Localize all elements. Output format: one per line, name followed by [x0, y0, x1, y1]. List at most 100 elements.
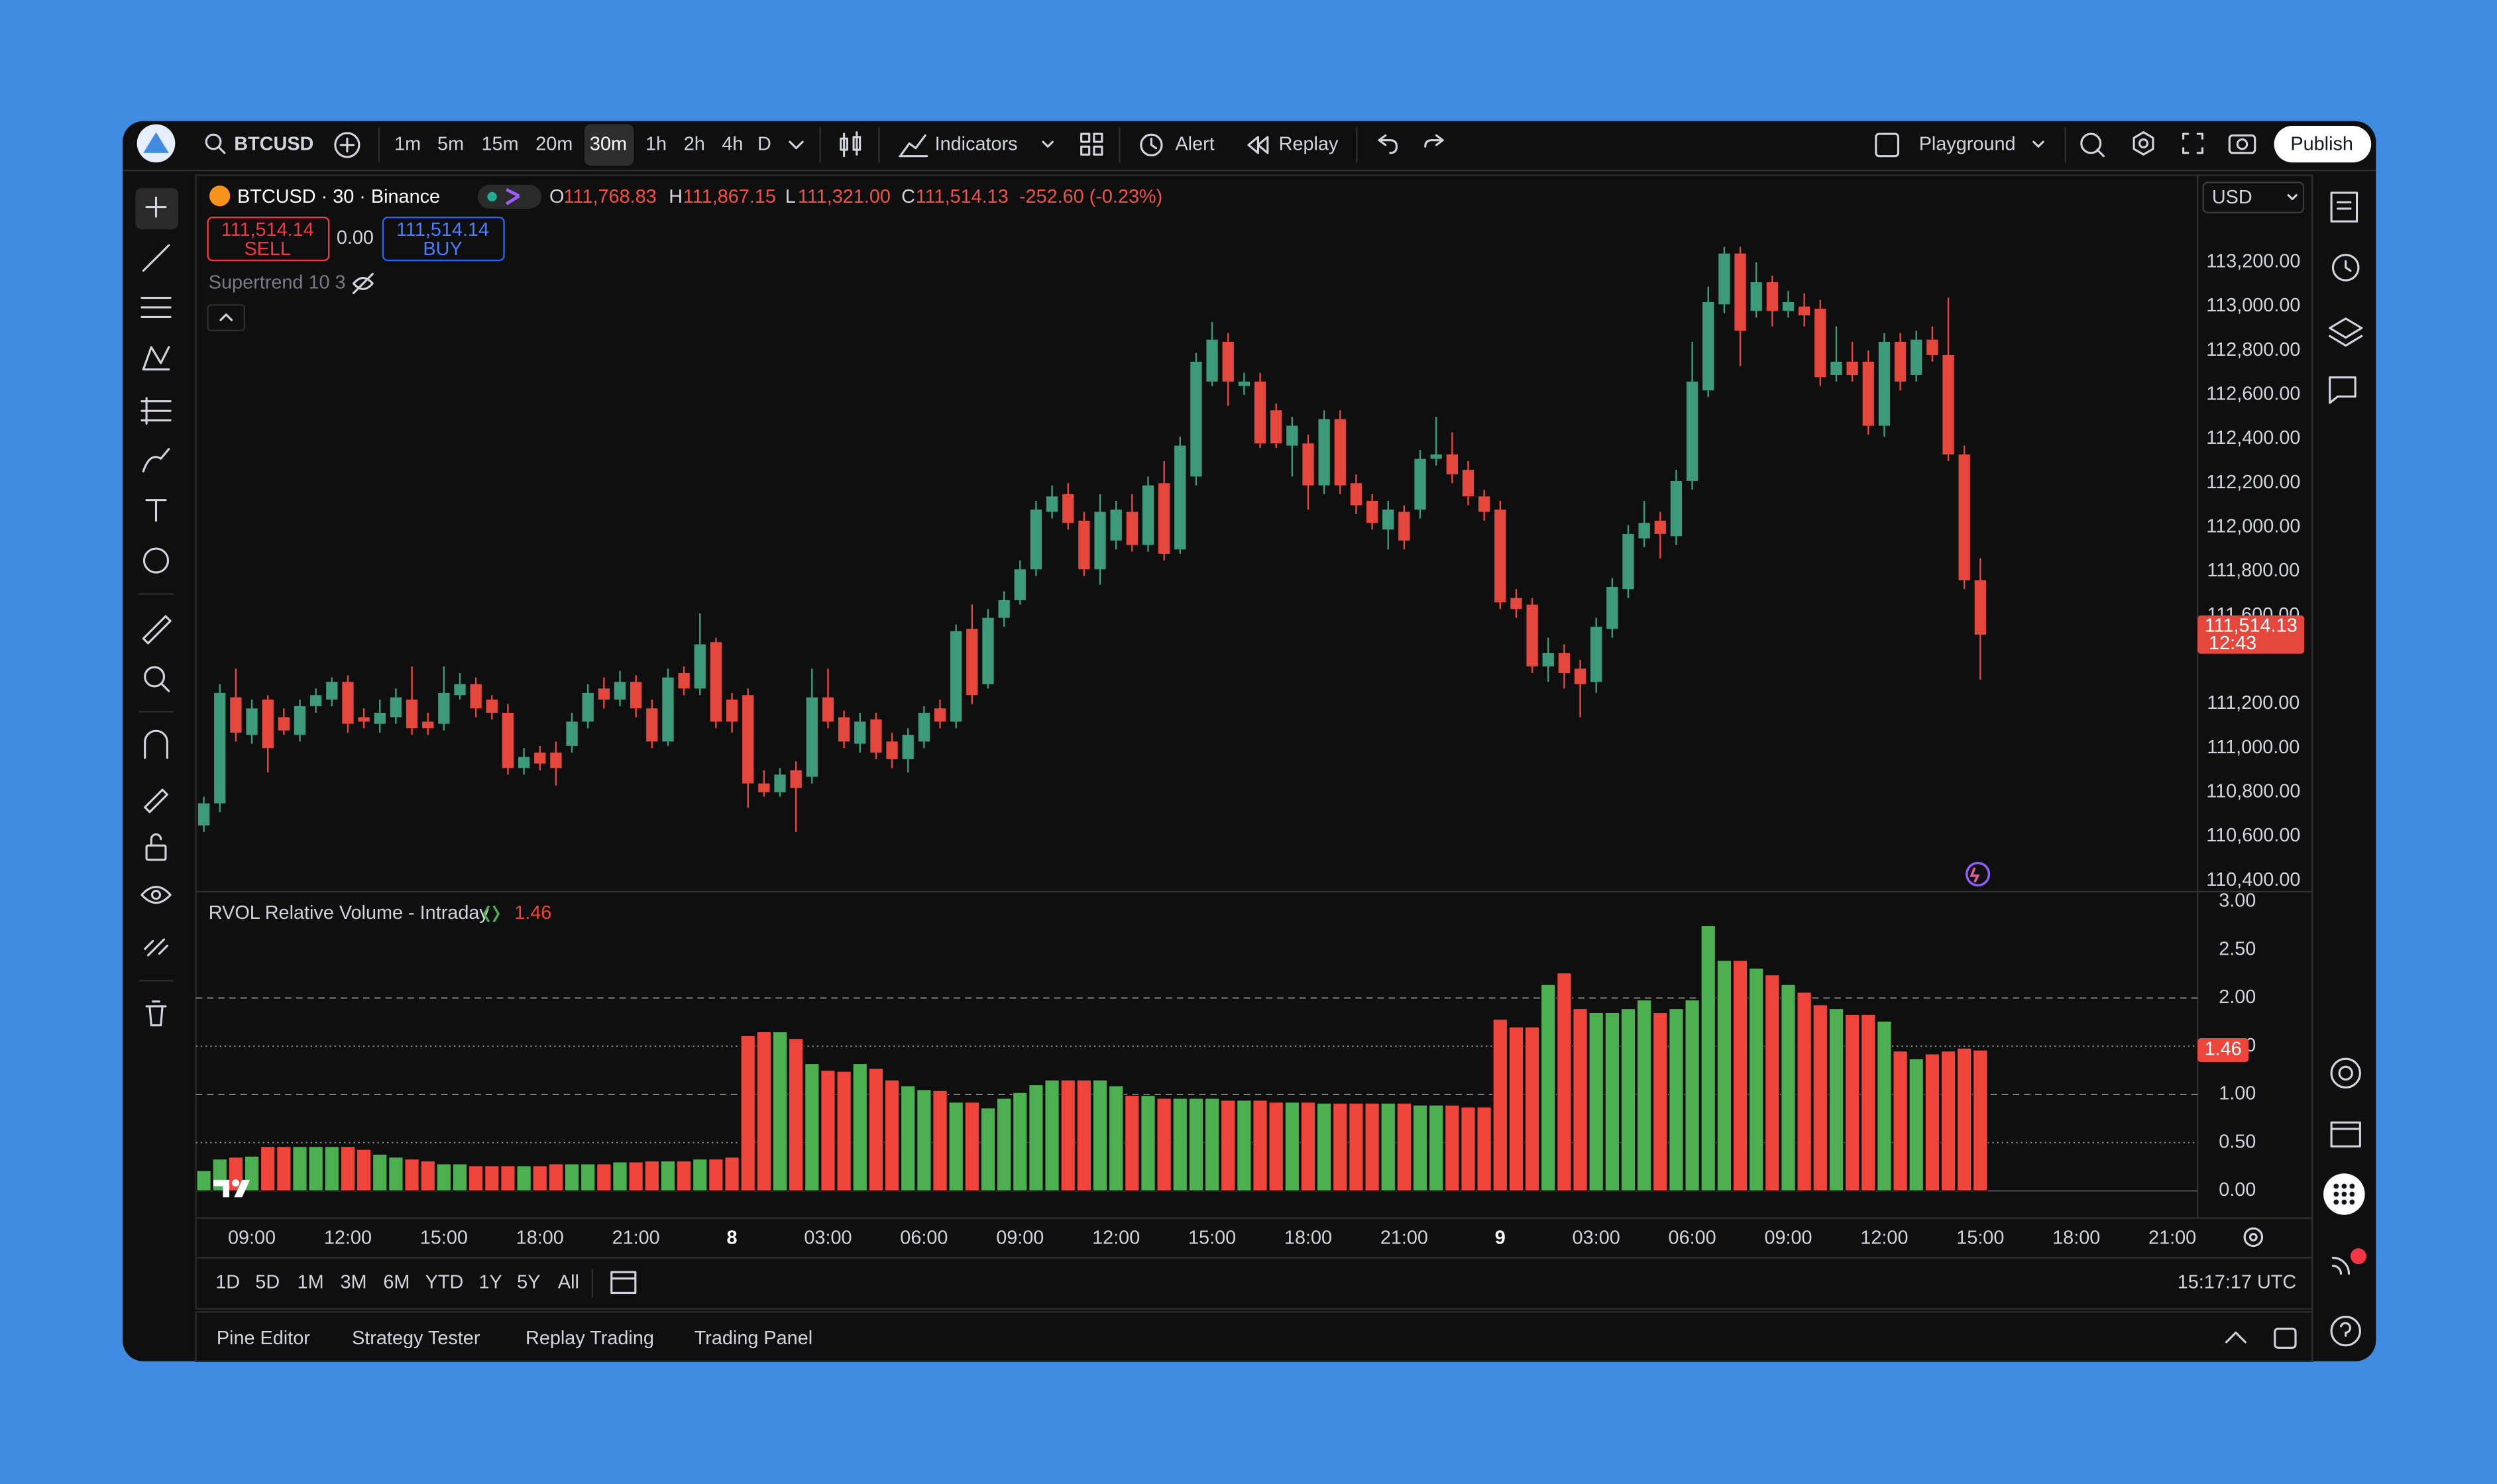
interval-button[interactable]: 5m [437, 133, 464, 154]
settings-button[interactable] [2133, 131, 2154, 156]
interval-button[interactable]: 4h [722, 133, 743, 154]
delete-tool[interactable] [145, 1000, 167, 1027]
layout-name[interactable]: Playground [1919, 133, 2016, 154]
pattern-tool[interactable] [142, 346, 170, 371]
compare-button[interactable] [334, 132, 361, 158]
lock-tool[interactable] [145, 833, 167, 861]
publish-button-bg[interactable] [2274, 126, 2372, 163]
target-button[interactable] [2330, 1057, 2361, 1089]
crosshair-tool[interactable] [145, 196, 167, 218]
stream-button[interactable] [2331, 1257, 2351, 1275]
range-button[interactable]: 6M [383, 1272, 410, 1293]
indicators-icon[interactable] [899, 134, 928, 158]
alert-icon[interactable] [1140, 133, 1163, 157]
sell-label[interactable]: SELL [244, 238, 291, 260]
last-price-label: 111,514.13 [2205, 615, 2298, 636]
alerts-button[interactable] [2331, 254, 2360, 282]
redo-button[interactable] [1424, 134, 1444, 148]
interval-button[interactable]: 15m [482, 133, 519, 154]
replay-icon[interactable] [1247, 136, 1269, 154]
search-icon[interactable] [205, 133, 226, 154]
text-tool[interactable] [145, 499, 167, 522]
hide-tool[interactable] [140, 886, 172, 904]
indicators-button[interactable]: Indicators [935, 133, 1018, 154]
candle-body [1926, 339, 1938, 355]
maximize-panel-button[interactable] [2274, 1327, 2297, 1349]
interval-button[interactable]: 1h [645, 133, 667, 154]
panel-tab[interactable]: Pine Editor [217, 1328, 310, 1349]
buy-button[interactable] [382, 216, 505, 262]
interval-button[interactable]: 30m [590, 133, 627, 154]
currency-select[interactable] [2202, 182, 2305, 214]
chart-type-button[interactable] [840, 131, 861, 158]
candle-body [1270, 410, 1282, 444]
currency[interactable]: USD [2212, 187, 2252, 208]
collapse-legend-button[interactable] [207, 304, 246, 332]
rvol-bar [1172, 1098, 1188, 1192]
range-button[interactable]: 3M [340, 1272, 366, 1293]
emoji-tool[interactable] [142, 547, 170, 574]
sell-price[interactable]: 111,514.14 [221, 219, 314, 240]
panel-tab[interactable]: Trading Panel [694, 1328, 812, 1349]
layout-chevron[interactable] [2032, 140, 2044, 148]
interval-chevron[interactable] [789, 140, 804, 150]
rvol-tick-label: 0.50 [2219, 1131, 2256, 1152]
ai-icon[interactable] [1965, 861, 1991, 887]
time-tick-label: 21:00 [2148, 1227, 2196, 1248]
fib-tool[interactable] [140, 296, 172, 318]
interval-button[interactable]: 2h [684, 133, 705, 154]
lock-drawing-tool[interactable] [144, 788, 168, 814]
chat-button[interactable] [2329, 376, 2357, 404]
candle-body [1494, 509, 1506, 603]
sell-button[interactable] [207, 216, 330, 262]
range-button[interactable]: All [558, 1272, 579, 1293]
time-tick-label: 12:00 [1860, 1227, 1908, 1248]
buy-label[interactable]: BUY [423, 238, 462, 260]
link-tool[interactable] [144, 938, 168, 957]
buy-price[interactable]: 111,514.14 [396, 219, 489, 240]
indicator-name: Supertrend 10 3 [209, 272, 346, 293]
layout-checkbox[interactable] [1875, 132, 1900, 158]
interval-button[interactable]: D [757, 133, 771, 154]
indicators-chevron[interactable] [1042, 140, 1054, 148]
zoom-tool[interactable] [144, 666, 170, 692]
fullscreen-button[interactable] [2182, 132, 2203, 154]
quick-search-button[interactable] [2080, 132, 2105, 158]
object-tree-button[interactable] [2329, 317, 2363, 347]
snapshot-button[interactable] [2228, 134, 2256, 154]
publish-button[interactable]: Publish [2290, 133, 2353, 154]
calendar-button[interactable] [2330, 1121, 2361, 1147]
replay-button[interactable]: Replay [1279, 133, 1339, 154]
watchlist-button[interactable] [2330, 191, 2358, 223]
range-button[interactable]: 5D [255, 1272, 280, 1293]
magnet-tool[interactable] [144, 729, 168, 759]
templates-button[interactable] [1080, 132, 1103, 156]
brush-tool[interactable] [142, 448, 170, 473]
rvol-bar [1060, 1079, 1076, 1192]
panel-tab[interactable]: Strategy Tester [352, 1328, 480, 1349]
apps-icon [2333, 1183, 2355, 1205]
range-button[interactable]: 1D [215, 1272, 240, 1293]
go-to-date-button[interactable] [610, 1271, 637, 1295]
trend-line-tool[interactable] [142, 244, 170, 272]
rvol-bar [1476, 1106, 1492, 1192]
projection-tool[interactable] [140, 397, 172, 425]
interval-button[interactable]: 1m [394, 133, 421, 154]
range-button[interactable]: 1M [298, 1272, 324, 1293]
expand-panel-button[interactable] [2225, 1331, 2247, 1344]
symbol[interactable]: BTCUSD [234, 133, 313, 154]
undo-button[interactable] [1378, 134, 1398, 154]
range-button[interactable]: YTD [425, 1272, 464, 1293]
interval-button[interactable]: 20m [535, 133, 573, 154]
axis-settings-button[interactable] [2243, 1227, 2264, 1247]
hide-indicator-icon[interactable] [352, 272, 374, 294]
help-button[interactable] [2330, 1315, 2361, 1347]
panel-tab[interactable]: Replay Trading [526, 1328, 654, 1349]
range-button[interactable]: 1Y [479, 1272, 502, 1293]
ruler-tool[interactable] [142, 615, 172, 645]
alert-button[interactable]: Alert [1175, 133, 1214, 154]
source-code-icon[interactable] [482, 905, 500, 923]
candle-body [1462, 470, 1474, 497]
range-button[interactable]: 5Y [517, 1272, 540, 1293]
rvol-bar [484, 1165, 500, 1192]
